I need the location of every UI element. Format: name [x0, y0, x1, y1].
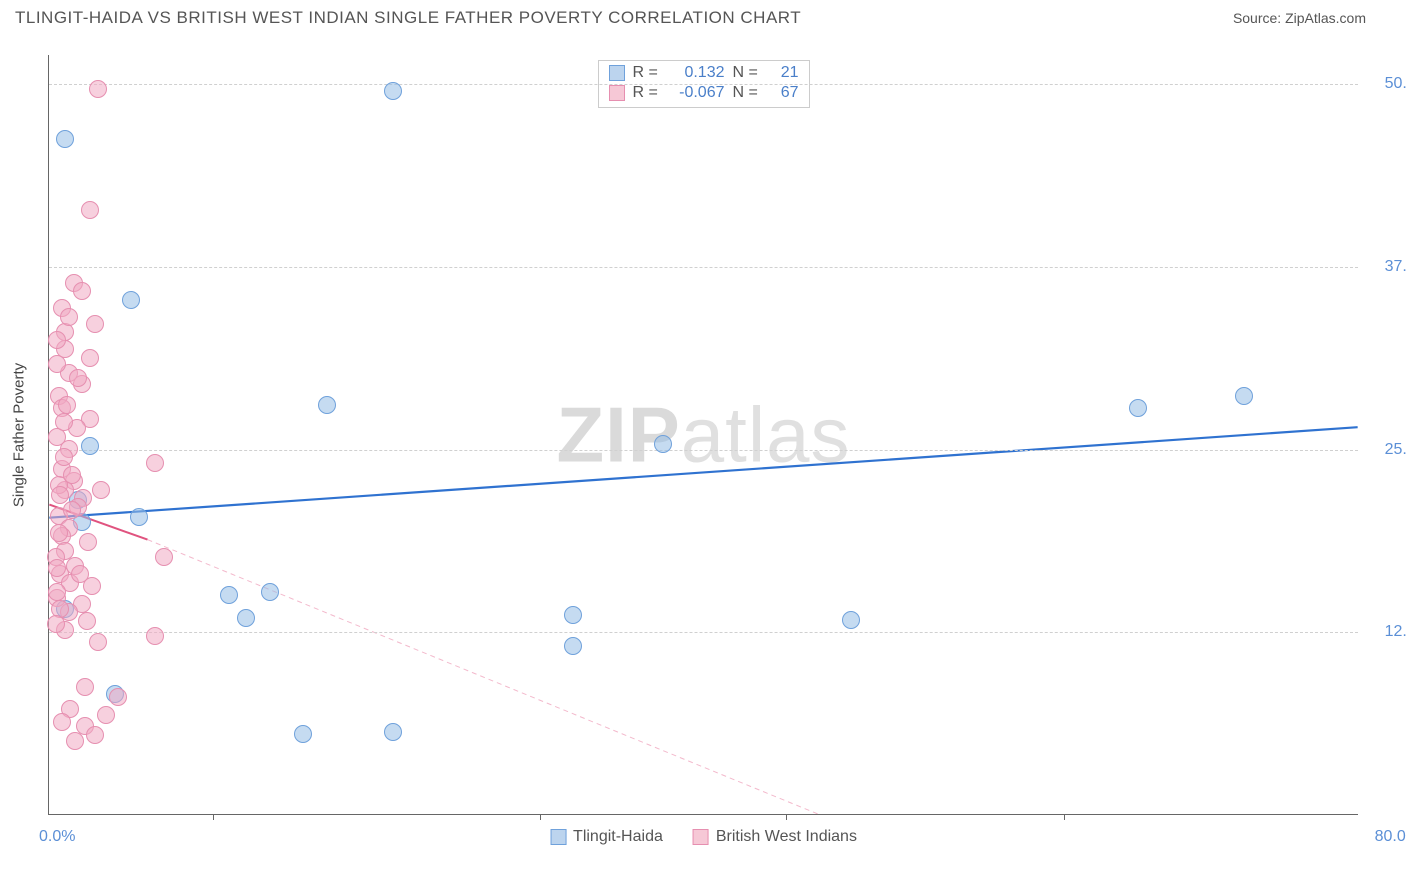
data-point — [79, 533, 97, 551]
data-point — [294, 725, 312, 743]
watermark: ZIPatlas — [556, 389, 850, 480]
gridline — [49, 267, 1358, 268]
series-legend: Tlingit-Haida British West Indians — [550, 828, 857, 846]
data-point — [654, 435, 672, 453]
y-axis-label: Single Father Poverty — [11, 362, 28, 506]
legend-series-label: British West Indians — [716, 828, 857, 846]
data-point — [318, 396, 336, 414]
data-point — [56, 130, 74, 148]
data-point — [384, 82, 402, 100]
legend-correlation-row: R = 0.132 N = 21 — [609, 63, 799, 83]
trend-lines-layer — [49, 55, 1358, 814]
data-point — [842, 611, 860, 629]
data-point — [86, 315, 104, 333]
y-tick-label: 37.5% — [1385, 258, 1406, 276]
data-point — [237, 609, 255, 627]
data-point — [109, 688, 127, 706]
gridline — [49, 632, 1358, 633]
legend-correlation-row: R = -0.067 N = 67 — [609, 83, 799, 103]
legend-r-value: -0.067 — [671, 84, 725, 102]
legend-n-label: N = — [733, 84, 763, 102]
data-point — [261, 583, 279, 601]
x-axis-origin-label: 0.0% — [39, 828, 75, 846]
chart-title: TLINGIT-HAIDA VS BRITISH WEST INDIAN SIN… — [15, 8, 801, 28]
data-point — [51, 486, 69, 504]
data-point — [155, 548, 173, 566]
legend-r-value: 0.132 — [671, 64, 725, 82]
x-tick — [213, 814, 214, 820]
legend-swatch — [550, 829, 566, 845]
data-point — [220, 586, 238, 604]
data-point — [73, 282, 91, 300]
data-point — [146, 627, 164, 645]
data-point — [47, 615, 65, 633]
source-attribution: Source: ZipAtlas.com — [1233, 10, 1366, 26]
data-point — [146, 454, 164, 472]
gridline — [49, 84, 1358, 85]
x-tick — [786, 814, 787, 820]
data-point — [1129, 399, 1147, 417]
data-point — [130, 508, 148, 526]
legend-series-item: Tlingit-Haida — [550, 828, 663, 846]
data-point — [81, 201, 99, 219]
data-point — [48, 355, 66, 373]
data-point — [48, 331, 66, 349]
legend-r-label: R = — [633, 84, 663, 102]
data-point — [83, 577, 101, 595]
y-tick-label: 12.5% — [1385, 623, 1406, 641]
chart-plot-area: Single Father Poverty ZIPatlas R =0.132N… — [48, 55, 1358, 815]
data-point — [122, 291, 140, 309]
data-point — [86, 726, 104, 744]
legend-n-value: 67 — [771, 84, 799, 102]
legend-series-item: British West Indians — [693, 828, 857, 846]
watermark-bold: ZIP — [556, 390, 680, 478]
data-point — [76, 678, 94, 696]
legend-swatch — [693, 829, 709, 845]
data-point — [55, 448, 73, 466]
data-point — [89, 633, 107, 651]
data-point — [66, 732, 84, 750]
data-point — [63, 466, 81, 484]
data-point — [97, 706, 115, 724]
data-point — [384, 723, 402, 741]
watermark-rest: atlas — [681, 390, 851, 478]
legend-swatch — [609, 85, 625, 101]
legend-n-value: 21 — [771, 64, 799, 82]
data-point — [1235, 387, 1253, 405]
legend-series-label: Tlingit-Haida — [573, 828, 663, 846]
data-point — [53, 713, 71, 731]
data-point — [55, 413, 73, 431]
legend-r-label: R = — [633, 64, 663, 82]
data-point — [92, 481, 110, 499]
data-point — [78, 612, 96, 630]
data-point — [564, 606, 582, 624]
data-point — [89, 80, 107, 98]
data-point — [81, 437, 99, 455]
y-tick-label: 25.0% — [1385, 441, 1406, 459]
legend-swatch — [609, 65, 625, 81]
data-point — [69, 369, 87, 387]
x-tick — [1064, 814, 1065, 820]
legend-n-label: N = — [733, 64, 763, 82]
data-point — [81, 349, 99, 367]
data-point — [564, 637, 582, 655]
data-point — [63, 501, 81, 519]
x-tick — [540, 814, 541, 820]
data-point — [58, 396, 76, 414]
data-point — [50, 524, 68, 542]
data-point — [48, 583, 66, 601]
data-point — [48, 559, 66, 577]
data-point — [60, 308, 78, 326]
x-axis-max-label: 80.0% — [1375, 828, 1406, 846]
y-tick-label: 50.0% — [1385, 75, 1406, 93]
gridline — [49, 450, 1358, 451]
